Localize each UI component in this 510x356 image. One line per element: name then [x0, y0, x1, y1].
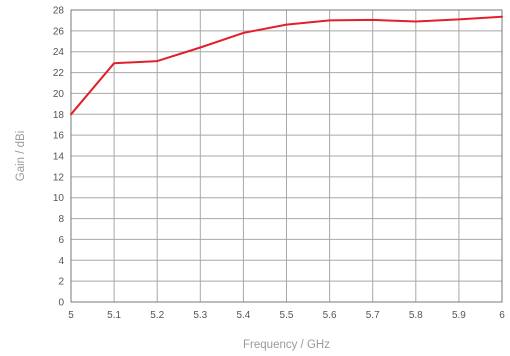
x-tick-label: 5.5 [280, 310, 294, 321]
x-tick-label: 5.7 [366, 310, 380, 321]
y-tick-label: 2 [58, 277, 64, 288]
x-tick-label: 6 [499, 310, 505, 321]
y-tick-label: 4 [58, 256, 64, 267]
y-tick-label: 16 [53, 131, 65, 142]
y-tick-label: 6 [58, 235, 64, 246]
x-tick-label: 5.3 [193, 310, 207, 321]
y-tick-label: 8 [58, 214, 64, 225]
y-tick-label: 22 [53, 68, 65, 79]
plot-frame [70, 9, 503, 303]
y-axis-label: Gain / dBi [15, 131, 27, 182]
y-tick-label: 18 [53, 110, 65, 121]
series-group [70, 15, 503, 116]
y-tick-label: 12 [53, 172, 65, 183]
x-tick-label: 5.1 [107, 310, 121, 321]
x-tick-label: 5 [68, 310, 74, 321]
x-tick-label: 5.2 [150, 310, 164, 321]
x-axis-label: Frequency / GHz [243, 339, 330, 351]
y-tick-label: 24 [53, 47, 65, 58]
y-tick-label: 14 [53, 152, 65, 163]
y-tick-label: 0 [58, 298, 64, 309]
x-tick-label: 5.6 [323, 310, 337, 321]
y-tick-label: 26 [53, 26, 65, 37]
x-tick-label: 5.4 [236, 310, 250, 321]
y-tick-label: 28 [53, 6, 65, 17]
x-tick-label: 5.9 [452, 310, 466, 321]
y-tick-label: 10 [53, 193, 65, 204]
y-tick-label: 20 [53, 89, 65, 100]
x-tick-label: 5.8 [409, 310, 423, 321]
x-tick-labels: 5 5.1 5.2 5.3 5.4 5.5 5.6 5.7 5.8 5.9 6 [68, 310, 505, 321]
